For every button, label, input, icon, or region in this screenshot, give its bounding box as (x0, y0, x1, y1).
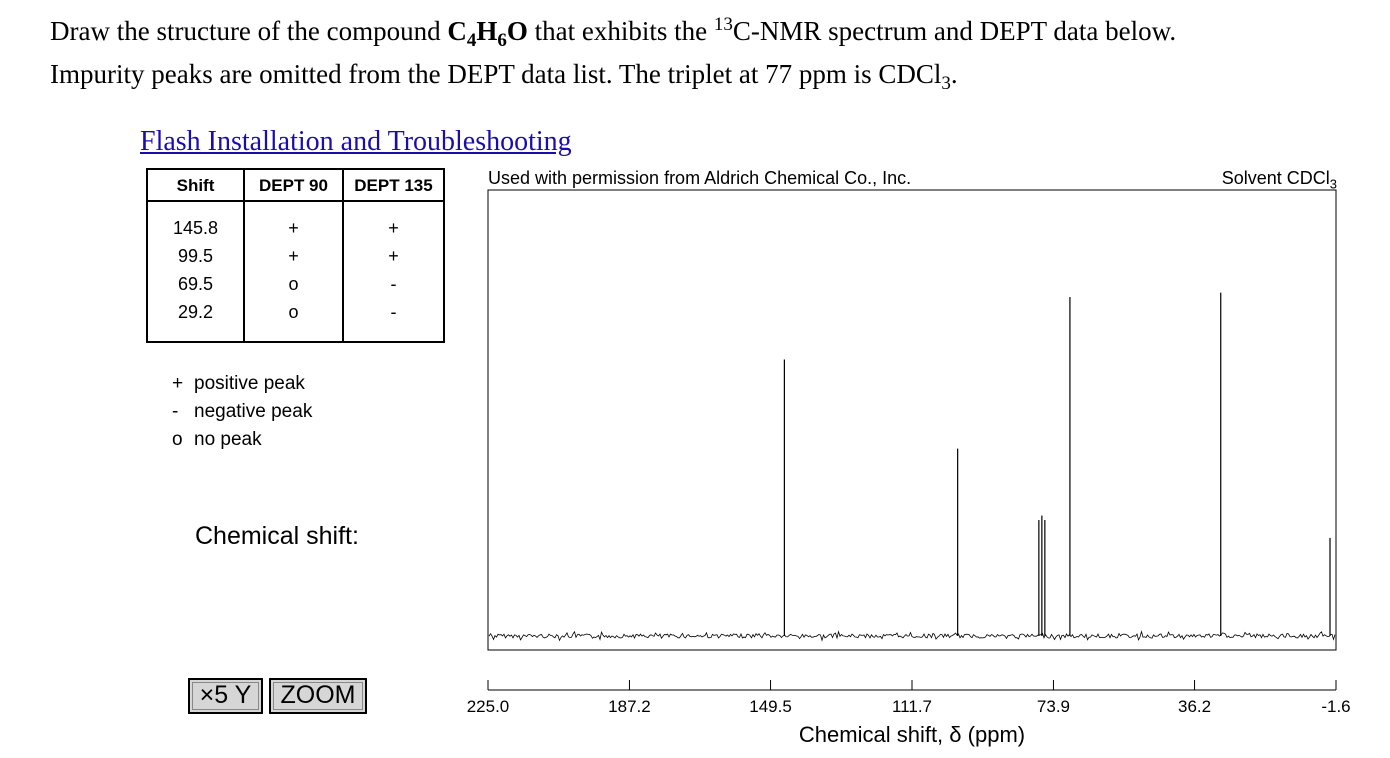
permission-caption: Used with permission from Aldrich Chemic… (488, 168, 912, 188)
legend-symbol: o (172, 429, 183, 450)
question-text-part: Draw the structure of the compound (50, 16, 448, 46)
shift-value: 29.2 (177, 302, 214, 322)
solvent-text: Solvent CDCl (1221, 168, 1330, 188)
dept-table-header (148, 170, 443, 202)
question-text-part: that exhibits the (527, 16, 714, 46)
question-line-1: Draw the structure of the compound C4H6O… (50, 10, 1370, 53)
button-bevel (273, 682, 363, 710)
cdcl3-subscript: 3 (941, 73, 951, 94)
dept90-value: + (288, 218, 299, 238)
table-row: 99.5 + + (148, 242, 443, 270)
legend-text: no peak (194, 429, 262, 450)
x5-y-label: ×5 Y (199, 681, 252, 709)
question-text-part: C-NMR spectrum and DEPT data below. (732, 16, 1177, 46)
legend-symbol: + (172, 373, 184, 394)
legend-symbol: - (172, 401, 179, 422)
plot-frame (487, 189, 1337, 651)
x-tick-label: 73.9 (1037, 697, 1070, 716)
dept135-value: - (390, 274, 397, 294)
legend-item: - negative peak (172, 398, 312, 426)
x-tick-label: 36.2 (1178, 697, 1211, 716)
shift-value: 69.5 (177, 274, 214, 294)
x-axis-ticks: 225.0 187.2 149.5 111.7 73.9 36.2 -1.6 (467, 680, 1351, 716)
shift-value: 145.8 (172, 218, 219, 238)
legend-item: o no peak (172, 426, 312, 454)
x-tick-label: 149.5 (749, 697, 792, 716)
header-dept135: DEPT 135 (354, 176, 433, 195)
dept90-value: + (288, 246, 299, 266)
formula-c-count: 4 (466, 30, 477, 51)
x-tick-label: 111.7 (892, 697, 932, 716)
header-shift: Shift (176, 176, 215, 195)
table-row: 69.5 o - (148, 270, 443, 298)
flash-help-link[interactable]: Flash Installation and Troubleshooting (140, 126, 572, 157)
legend-text: positive peak (194, 373, 305, 394)
molecular-formula: C4H6O (447, 16, 528, 50)
dept135-value: + (388, 246, 399, 266)
x-tick-label: -1.6 (1321, 697, 1350, 716)
dept135-value: - (390, 302, 397, 322)
formula-h-count: 6 (497, 30, 507, 51)
question-text-part: Impurity peaks are omitted from the DEPT… (50, 59, 942, 89)
legend-item: + positive peak (172, 370, 312, 398)
x-tick-label: 187.2 (608, 697, 651, 716)
solvent-subscript: 3 (1329, 176, 1337, 192)
x-tick-label: 225.0 (467, 697, 510, 716)
dept90-value: o (288, 274, 299, 294)
solvent-caption: Solvent CDCl3 (1222, 168, 1337, 192)
button-bevel (192, 682, 259, 710)
dept-legend: + positive peak - negative peak o no peak (172, 370, 312, 454)
table-row: 145.8 + + (148, 214, 443, 242)
table-row: 29.2 o - (148, 298, 443, 326)
x-axis-label: Chemical shift, δ (ppm) (799, 722, 1025, 747)
question-text-part: . (950, 59, 958, 89)
dept-data-table: Shift DEPT 90 DEPT 135 145.8 + + 99.5 + … (146, 168, 445, 343)
column-divider (342, 170, 344, 341)
chemical-shift-readout-label: Chemical shift: (195, 522, 359, 550)
isotope-superscript: 13 (713, 14, 733, 35)
dept135-value: + (388, 218, 399, 238)
formula-o: O (506, 16, 528, 46)
x5-y-scale-button[interactable]: ×5 Y (188, 678, 263, 714)
column-divider (243, 170, 245, 341)
spectrum-peaks (783, 292, 1331, 636)
zoom-button[interactable]: ZOOM (269, 678, 367, 714)
shift-value: 99.5 (177, 246, 214, 266)
formula-c: C (447, 16, 467, 46)
dept90-value: o (288, 302, 299, 322)
header-dept90: DEPT 90 (259, 176, 328, 195)
baseline-noise (488, 630, 1336, 642)
legend-text: negative peak (194, 401, 313, 422)
formula-h: H (476, 16, 498, 46)
question-line-2: Impurity peaks are omitted from the DEPT… (50, 53, 1370, 96)
zoom-label: ZOOM (280, 681, 356, 709)
question-text: Draw the structure of the compound C4H6O… (50, 10, 1370, 96)
